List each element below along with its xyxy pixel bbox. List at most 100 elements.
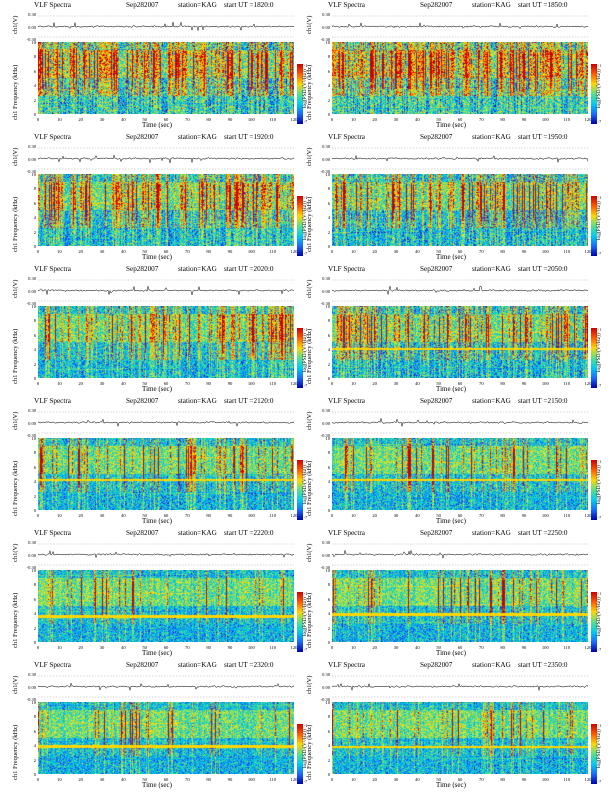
time-tick-label: 80 xyxy=(206,645,211,650)
signal-trace xyxy=(332,15,588,38)
panel-start-ut: start UT =2320:0 xyxy=(224,661,274,669)
time-axis-label: Time (sec) xyxy=(142,385,172,393)
panel-station: station=KAG xyxy=(472,661,511,669)
time-tick-label: 20 xyxy=(78,249,83,254)
time-tick-label: 0 xyxy=(330,117,334,122)
time-tick-label: 10 xyxy=(57,777,62,782)
frequency-tick-label: 4 xyxy=(33,479,36,485)
time-tick-label: 40 xyxy=(121,381,126,386)
spectrogram-image xyxy=(332,438,588,510)
panel-station: station=KAG xyxy=(178,397,217,405)
time-tick-label: 50 xyxy=(142,249,147,254)
colorbar-tick-label: -7 xyxy=(304,648,308,652)
time-tick-label: 80 xyxy=(500,777,505,782)
signal-axis-label: ch1(V) xyxy=(306,411,313,431)
frequency-tick-label: 2 xyxy=(33,361,36,367)
signal-trace xyxy=(38,15,294,38)
signal-waveform xyxy=(38,285,294,296)
signal-tick-label: 0.30 xyxy=(322,408,330,413)
time-tick-label: 120 xyxy=(290,117,298,122)
time-tick-label: 20 xyxy=(78,513,83,518)
time-tick-label: 20 xyxy=(78,777,83,782)
signal-axis-label: ch1(V) xyxy=(306,279,313,299)
time-tick-label: 80 xyxy=(500,645,505,650)
panel-header: VLF Spectra Sep282007 station=KAG start UT … xyxy=(306,265,604,277)
time-tick-label: 110 xyxy=(269,777,277,782)
signal-tick-label: 0.00 xyxy=(28,684,36,690)
time-tick-label: 40 xyxy=(121,777,126,782)
time-tick-label: 90 xyxy=(227,381,233,386)
spectrogram-panel: VLF Spectra Sep282007 station=KAG start UT … xyxy=(306,660,604,789)
signal-tick-label: -0.30 xyxy=(26,169,36,174)
time-tick-label: 110 xyxy=(269,645,277,650)
signal-tick-label: -0.30 xyxy=(320,301,330,306)
time-tick-label: 0 xyxy=(330,381,334,386)
frequency-tick-label: 2 xyxy=(327,625,330,631)
signal-tick-label: 0.30 xyxy=(28,540,36,545)
time-tick-label: 20 xyxy=(78,117,83,122)
signal-tick-label: -0.30 xyxy=(320,433,330,438)
signal-tick-label: 0.30 xyxy=(322,540,330,545)
time-tick-label: 80 xyxy=(206,513,211,518)
time-tick-label: 90 xyxy=(521,513,527,518)
colorbar xyxy=(297,196,303,256)
time-tick-label: 110 xyxy=(269,513,277,518)
time-tick-label: 50 xyxy=(436,513,441,518)
signal-trace xyxy=(38,411,294,434)
time-axis-label: Time (sec) xyxy=(436,517,466,525)
frequency-tick-label: 6 xyxy=(327,68,330,74)
time-tick-label: 90 xyxy=(227,777,233,782)
time-tick-label: 120 xyxy=(290,777,298,782)
signal-tick-label: 0.00 xyxy=(322,156,330,162)
time-axis-label: Time (sec) xyxy=(142,781,172,789)
panel-title: VLF Spectra xyxy=(34,1,71,9)
signal-waveform xyxy=(38,549,294,559)
frequency-tick-label: 0 xyxy=(33,640,36,645)
signal-tick-label: 0.00 xyxy=(28,24,36,30)
time-tick-label: 50 xyxy=(436,381,441,386)
time-tick-label: 110 xyxy=(269,381,277,386)
signal-tick-label: 0.00 xyxy=(28,288,36,294)
panel-title: VLF Spectra xyxy=(34,133,71,141)
panel-date: Sep282007 xyxy=(420,529,453,537)
time-tick-label: 50 xyxy=(142,513,147,518)
time-axis-label: Time (sec) xyxy=(436,385,466,393)
spectrogram-panel: VLF Spectra Sep282007 station=KAG start UT … xyxy=(306,396,604,525)
frequency-tick-label: 6 xyxy=(33,200,36,206)
spectrogram-panel: VLF Spectra Sep282007 station=KAG start UT … xyxy=(306,528,604,657)
frequency-tick-label: 10 xyxy=(325,568,331,573)
time-tick-label: 30 xyxy=(393,381,399,386)
frequency-tick-label: 8 xyxy=(33,54,36,60)
time-tick-label: 90 xyxy=(227,117,233,122)
panel-header: VLF Spectra Sep282007 station=KAG start UT … xyxy=(12,265,310,277)
frequency-tick-label: 8 xyxy=(33,186,36,192)
frequency-tick-label: 6 xyxy=(33,464,36,470)
signal-waveform xyxy=(332,549,588,560)
time-tick-label: 80 xyxy=(500,381,505,386)
signal-axis-label: ch1(V) xyxy=(306,147,313,167)
time-tick-label: 110 xyxy=(269,249,277,254)
frequency-tick-label: 2 xyxy=(33,97,36,103)
time-tick-label: 40 xyxy=(415,645,420,650)
signal-tick-label: 0.00 xyxy=(322,684,330,690)
panel-header: VLF Spectra Sep282007 station=KAG start UT … xyxy=(12,397,310,409)
spectrogram-panel: VLF Spectra Sep282007 station=KAG start UT … xyxy=(306,0,604,129)
time-tick-label: 110 xyxy=(563,777,571,782)
panel-date: Sep282007 xyxy=(420,133,453,141)
spectrogram-image xyxy=(332,42,588,114)
signal-tick-label: 0.00 xyxy=(28,420,36,426)
time-tick-label: 70 xyxy=(185,249,190,254)
time-tick-label: 10 xyxy=(57,249,62,254)
spectrogram-image xyxy=(332,306,588,378)
frequency-tick-label: 10 xyxy=(31,436,37,441)
signal-tick-label: 0.30 xyxy=(28,408,36,413)
time-tick-label: 40 xyxy=(415,513,420,518)
frequency-tick-label: 8 xyxy=(327,714,330,720)
colorbar-tick-label: -1 xyxy=(304,196,308,200)
time-tick-label: 70 xyxy=(479,777,484,782)
time-tick-label: 70 xyxy=(185,381,190,386)
colorbar-tick-label: -1 xyxy=(598,724,602,728)
time-tick-label: 120 xyxy=(290,381,298,386)
spectrogram-image xyxy=(38,306,294,378)
time-tick-label: 110 xyxy=(563,513,571,518)
